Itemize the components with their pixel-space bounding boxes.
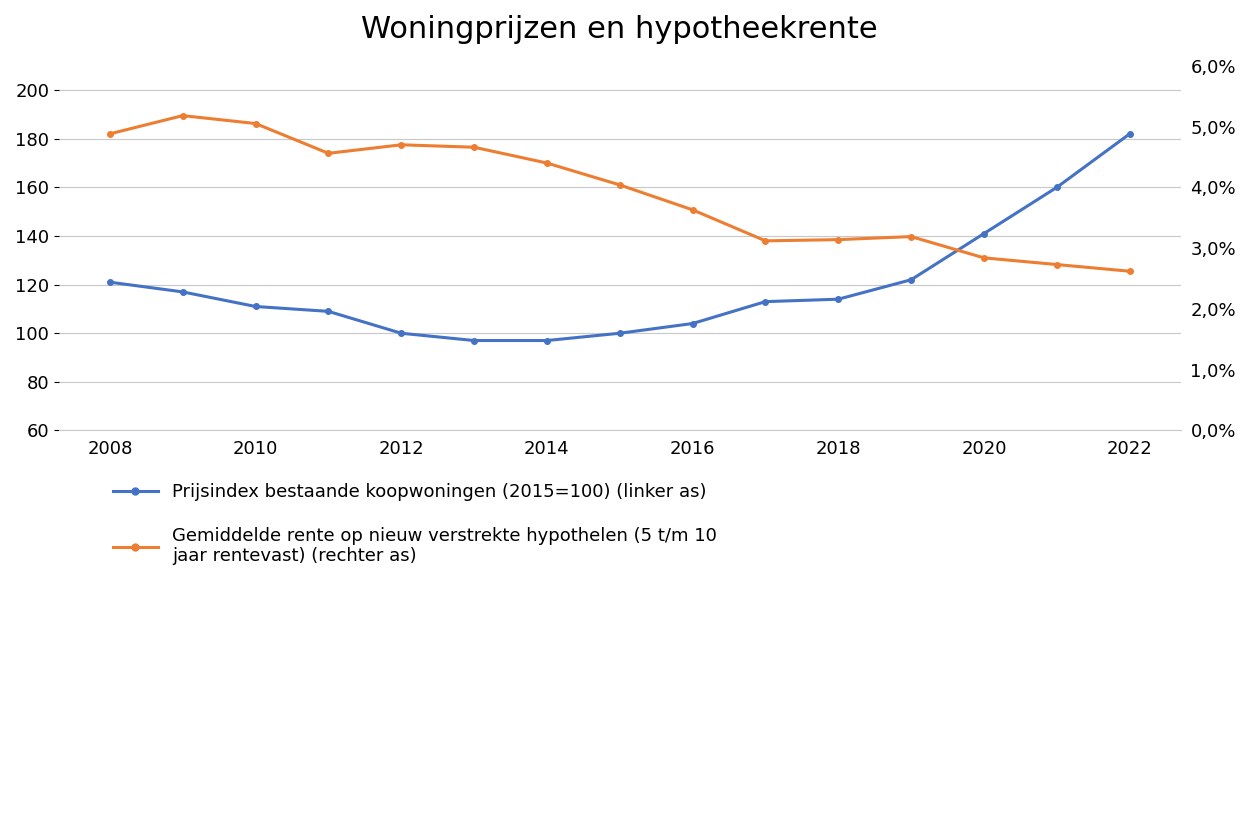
- Title: Woningprijzen en hypotheekrente: Woningprijzen en hypotheekrente: [362, 15, 878, 44]
- Legend: Prijsindex bestaande koopwoningen (2015=100) (linker as), Gemiddelde rente op ni: Prijsindex bestaande koopwoningen (2015=…: [113, 483, 717, 565]
